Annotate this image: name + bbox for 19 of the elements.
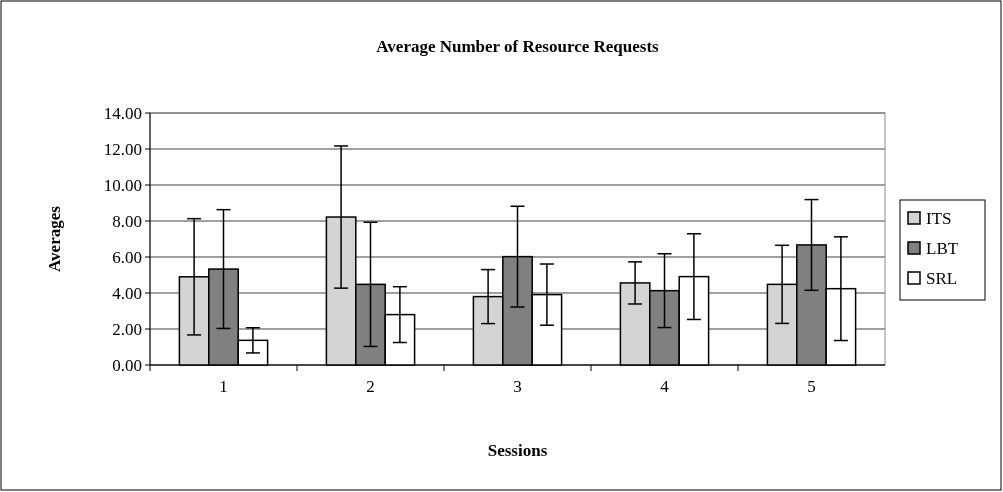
y-tick-label: 6.00 (112, 247, 142, 267)
legend-label: ITS (926, 208, 952, 228)
x-tick-label: 4 (660, 377, 670, 396)
x-tick-label: 3 (513, 377, 522, 396)
y-tick-label: 2.00 (112, 319, 142, 339)
chart-title: Average Number of Resource Requests (376, 37, 660, 56)
x-tick-label: 5 (807, 377, 816, 396)
x-tick-label: 2 (366, 377, 375, 396)
x-tick-label: 1 (219, 377, 228, 396)
y-tick-label: 0.00 (112, 355, 142, 375)
legend-label: SRL (926, 268, 958, 288)
y-axis-title: Averages (45, 205, 64, 272)
y-tick-label: 10.00 (103, 175, 142, 195)
y-tick-label: 14.00 (103, 103, 142, 123)
y-tick-label: 4.00 (112, 283, 142, 303)
y-tick-label: 8.00 (112, 211, 142, 231)
y-tick-label: 12.00 (103, 139, 142, 159)
legend-label: LBT (926, 238, 959, 258)
x-axis-title: Sessions (487, 441, 548, 460)
